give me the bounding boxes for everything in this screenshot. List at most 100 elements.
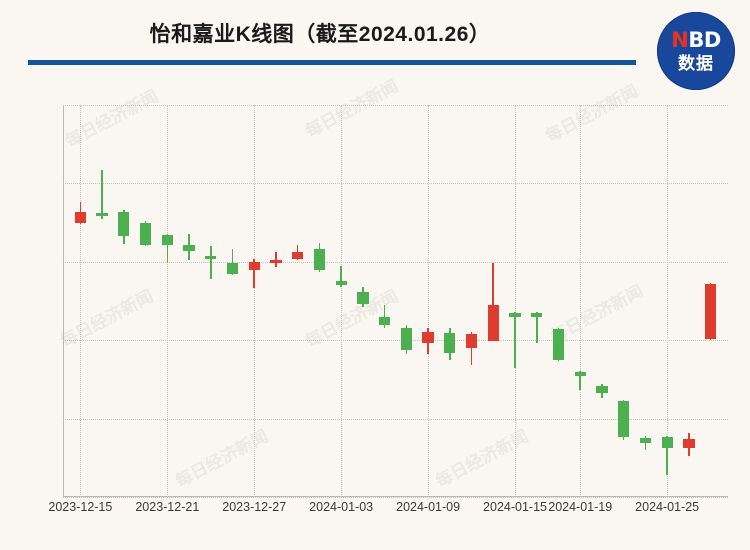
gridline-vertical bbox=[80, 105, 82, 497]
candlestick-body bbox=[531, 312, 543, 318]
logo-nbd-text: NBD bbox=[671, 30, 721, 51]
candlestick-body bbox=[292, 252, 304, 259]
logo-letter-n: N bbox=[671, 28, 689, 52]
candlestick bbox=[509, 105, 521, 497]
candlestick bbox=[487, 105, 499, 497]
candlestick bbox=[139, 105, 152, 497]
candlestick-wick bbox=[535, 311, 538, 344]
candlestick-body bbox=[704, 283, 717, 340]
candlestick bbox=[357, 105, 369, 497]
candlestick bbox=[704, 105, 717, 497]
candlestick bbox=[683, 105, 695, 497]
candlestick-plot: 901001101201301402023-12-152023-12-21202… bbox=[48, 105, 728, 513]
nbd-logo: NBD 数据 bbox=[657, 12, 735, 90]
candlestick bbox=[422, 105, 434, 497]
gridline-vertical bbox=[341, 105, 343, 497]
gridline-vertical bbox=[580, 105, 582, 497]
candlestick-body bbox=[248, 261, 260, 271]
gridline-vertical bbox=[254, 105, 256, 497]
candlestick bbox=[661, 105, 673, 497]
candlestick-wick bbox=[514, 311, 516, 369]
candlestick bbox=[335, 105, 347, 497]
candlestick bbox=[639, 105, 652, 497]
candlestick-wick bbox=[275, 251, 277, 268]
candlestick-wick bbox=[253, 259, 256, 289]
candlestick bbox=[161, 105, 173, 497]
candlestick-body bbox=[639, 438, 652, 443]
candlestick-body bbox=[161, 235, 173, 245]
candlestick bbox=[226, 105, 239, 497]
candlestick-body bbox=[574, 371, 586, 377]
candlestick bbox=[444, 105, 456, 497]
candlestick-body bbox=[422, 331, 434, 344]
candlestick bbox=[96, 105, 108, 497]
gridline-horizontal bbox=[63, 340, 728, 342]
candlestick bbox=[552, 105, 565, 497]
candlestick bbox=[248, 105, 260, 497]
x-axis-tick-label: 2023-12-21 bbox=[135, 500, 200, 514]
candlestick bbox=[531, 105, 543, 497]
gridline-horizontal bbox=[63, 105, 728, 106]
candlestick bbox=[400, 105, 412, 497]
candlestick-body bbox=[465, 333, 478, 349]
candlestick-body bbox=[270, 260, 282, 264]
gridline-vertical bbox=[428, 105, 430, 497]
candlestick-body bbox=[509, 312, 521, 317]
chart-header: 怡和嘉业K线图（截至2024.01.26） bbox=[0, 0, 750, 86]
candlestick bbox=[183, 105, 195, 497]
candlestick bbox=[618, 105, 630, 497]
candlestick bbox=[270, 105, 282, 497]
candlestick bbox=[378, 105, 391, 497]
candlestick bbox=[74, 105, 87, 497]
y-axis-line bbox=[63, 105, 64, 497]
candlestick-body bbox=[378, 317, 391, 326]
candlestick-body bbox=[139, 223, 152, 245]
gridline-horizontal bbox=[63, 418, 728, 420]
gridline-horizontal bbox=[63, 183, 728, 185]
candlestick-body bbox=[226, 263, 239, 274]
candlestick-body bbox=[96, 213, 108, 217]
candlestick-body bbox=[335, 280, 347, 286]
gridline-horizontal bbox=[63, 261, 728, 263]
x-axis-tick-label: 2024-01-25 bbox=[635, 500, 700, 514]
title-divider bbox=[28, 60, 636, 65]
candlestick bbox=[313, 105, 326, 497]
candlestick bbox=[596, 105, 608, 497]
logo-subtitle: 数据 bbox=[678, 54, 714, 73]
candlestick-body bbox=[683, 438, 695, 449]
candlestick-wick bbox=[666, 435, 668, 476]
candlestick bbox=[205, 105, 217, 497]
candlestick-body bbox=[487, 304, 499, 341]
x-axis-tick-label: 2024-01-15 bbox=[483, 500, 547, 514]
gridline-horizontal bbox=[63, 497, 728, 498]
candlestick-wick bbox=[101, 170, 103, 220]
candlestick-body bbox=[74, 212, 87, 224]
candlestick-body bbox=[205, 255, 217, 259]
candlestick bbox=[118, 105, 130, 497]
candlestick bbox=[574, 105, 586, 497]
candlestick-wick bbox=[383, 304, 386, 329]
gridline-vertical bbox=[167, 105, 169, 497]
x-axis-tick-label: 2023-12-27 bbox=[222, 500, 287, 514]
x-axis-tick-label: 2023-12-15 bbox=[48, 500, 113, 514]
candlestick-body bbox=[552, 329, 565, 360]
candlestick-wick bbox=[209, 246, 212, 280]
x-axis-tick-label: 2024-01-03 bbox=[309, 500, 374, 514]
x-axis-tick-label: 2024-01-09 bbox=[396, 500, 461, 514]
candlestick-wick bbox=[579, 370, 581, 391]
candlestick-body bbox=[618, 401, 630, 438]
candlestick-body bbox=[400, 327, 412, 350]
candlestick-body bbox=[596, 385, 608, 393]
page-title: 怡和嘉业K线图（截至2024.01.26） bbox=[149, 23, 491, 46]
candlestick-wick bbox=[492, 263, 495, 341]
gridline-vertical bbox=[667, 105, 669, 497]
candlestick bbox=[292, 105, 304, 497]
candlestick-wick bbox=[470, 331, 473, 366]
candlestick-body bbox=[183, 245, 195, 251]
candlestick-body bbox=[444, 333, 456, 353]
candlestick-wick bbox=[340, 265, 342, 287]
gridline-vertical bbox=[515, 105, 517, 497]
candlestick-body bbox=[357, 292, 369, 305]
x-axis-tick-label: 2024-01-19 bbox=[548, 500, 613, 514]
